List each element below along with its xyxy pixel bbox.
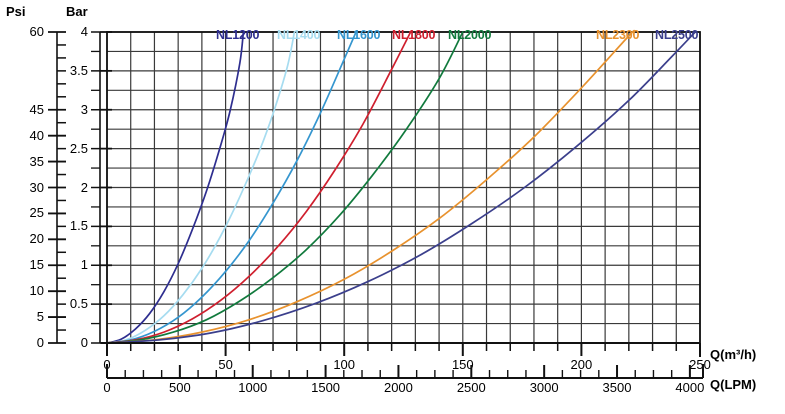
curve-label-NL2000: NL2000: [448, 28, 492, 42]
psi-tick-30: 30: [29, 179, 44, 195]
x-top-tick-200: 200: [570, 357, 593, 372]
x-top-tick-100: 100: [333, 357, 356, 372]
curve-NL2300: [106, 29, 636, 344]
psi-tick-20: 20: [29, 231, 44, 247]
curve-label-NL1400: NL1400: [277, 28, 321, 42]
curve-label-NL1800: NL1800: [392, 28, 436, 42]
psi-tick-10: 10: [29, 283, 44, 299]
psi-tick-15: 15: [29, 257, 44, 273]
x-bottom-tick-500: 500: [169, 380, 191, 395]
x-bottom-tick-1000: 1000: [238, 380, 268, 395]
x-bottom-tick-3500: 3500: [602, 380, 632, 395]
bar-tick-4: 4: [80, 24, 88, 39]
psi-axis-title: Psi: [6, 4, 26, 19]
psi-tick-60: 60: [29, 24, 44, 39]
curve-label-NL1600: NL1600: [337, 28, 381, 42]
curve-label-NL2300: NL2300: [596, 28, 640, 42]
x-bottom-tick-1500: 1500: [311, 380, 341, 395]
curve-NL2000: [106, 31, 464, 344]
x-top-tick-150: 150: [451, 357, 474, 372]
curve-NL1200: [106, 31, 245, 344]
x-bottom-tick-4000: 4000: [675, 380, 705, 395]
bar-tick-3: 3: [80, 101, 88, 117]
x-bottom-tick-2000: 2000: [383, 380, 413, 395]
x-bottom-tick-0: 0: [103, 380, 111, 395]
bar-axis-title: Bar: [66, 4, 88, 19]
curve-NL1600: [106, 31, 357, 344]
curve-NL1400: [106, 31, 296, 344]
x-top-tick-250: 250: [689, 357, 711, 372]
psi-tick-0: 0: [36, 335, 44, 350]
psi-tick-35: 35: [29, 153, 44, 169]
curve-label-NL1200: NL1200: [216, 28, 260, 42]
x-top-ticks-svg: [106, 343, 701, 356]
psi-tick-25: 25: [29, 205, 44, 221]
x-top-unit-label: Q(m³/h): [710, 347, 757, 362]
bar-tick-2.5: 2.5: [69, 140, 88, 156]
bar-tick-2: 2: [80, 179, 88, 195]
psi-tick-45: 45: [29, 101, 44, 117]
bar-tick-0.5: 0.5: [69, 296, 88, 312]
x-bottom-tick-3000: 3000: [529, 380, 559, 395]
bar-tick-1.5: 1.5: [69, 218, 88, 234]
curve-label-NL2500: NL2500: [655, 28, 699, 42]
psi-tick-40: 40: [29, 127, 44, 143]
grid-lines: [106, 31, 701, 344]
x-bottom-tick-2500: 2500: [456, 380, 486, 395]
x-bottom-unit-label: Q(LPM): [710, 377, 757, 392]
psi-ticks-svg: [48, 31, 66, 344]
curve-NL2500: [106, 31, 697, 344]
bar-tick-0: 0: [80, 335, 88, 350]
bar-ticks-svg: [91, 31, 112, 344]
bar-tick-3.5: 3.5: [69, 62, 88, 78]
x-bottom-ticks-svg: [106, 365, 691, 378]
bar-tick-1: 1: [80, 257, 88, 273]
x-top-tick-50: 50: [218, 357, 233, 372]
psi-tick-5: 5: [36, 309, 44, 325]
curve-NL1800: [106, 31, 412, 344]
